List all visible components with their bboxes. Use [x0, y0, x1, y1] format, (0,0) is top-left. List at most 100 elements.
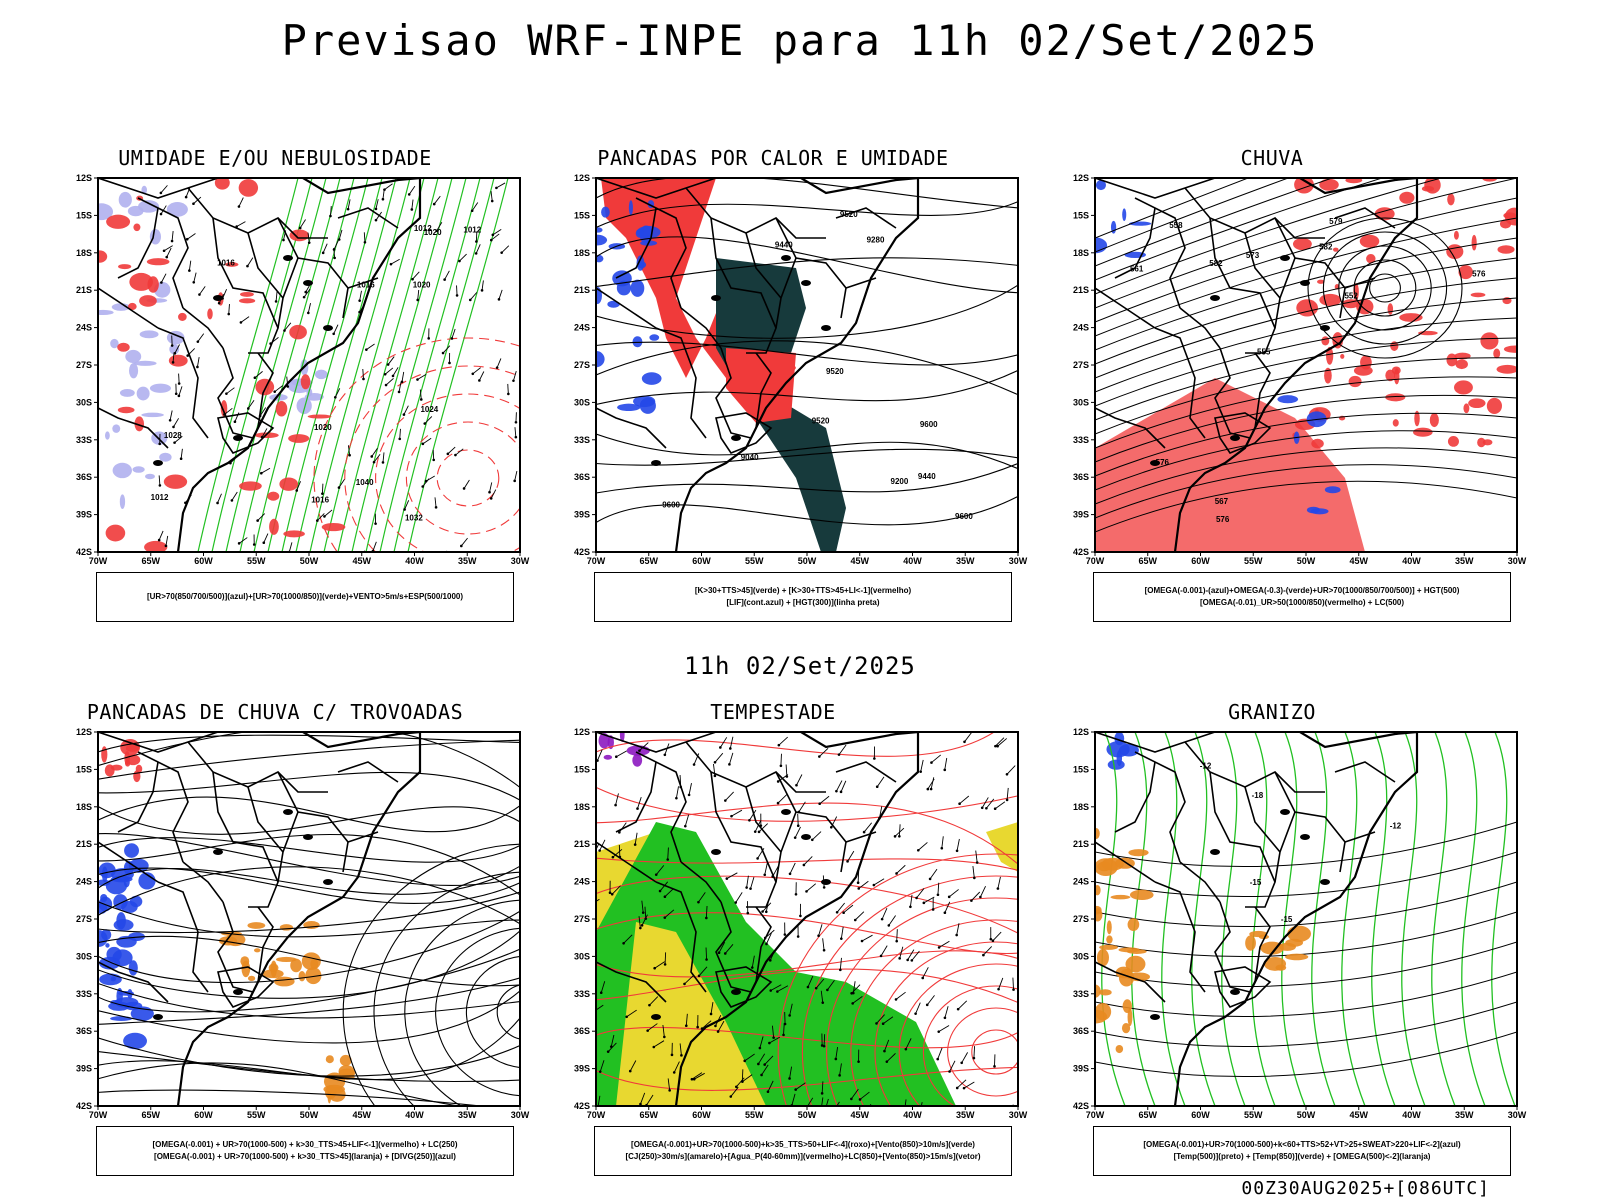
wind-vector: [199, 286, 206, 295]
wind-vector-head: [850, 991, 853, 995]
panel-legend: [OMEGA(-0.001)-(azul)+OMEGA(-0.3)-(verde…: [1093, 572, 1511, 622]
wind-vector: [907, 949, 915, 961]
wind-vector-head: [358, 310, 361, 314]
streamline: [98, 833, 520, 896]
coastline: [1173, 732, 1419, 1106]
wind-vector: [456, 285, 458, 296]
wind-vector: [911, 950, 920, 961]
wind-vector: [607, 1042, 617, 1052]
state-border: [755, 352, 772, 429]
wind-vector-head: [188, 269, 191, 272]
wind-vector-head: [956, 1007, 960, 1011]
contour-label: 552: [1344, 292, 1358, 301]
humidity-area: [138, 200, 160, 213]
divergence-area: [128, 960, 138, 976]
contour-label: 9040: [741, 453, 759, 462]
forecast-date-label: 11h 02/Set/2025: [684, 652, 916, 680]
state-border: [1134, 197, 1186, 309]
hail-area: [1107, 759, 1125, 770]
streamline: [98, 1062, 463, 1106]
wind-vector-head: [883, 1049, 886, 1053]
state-border: [715, 412, 773, 454]
wind-vector: [247, 400, 255, 409]
streamline: [596, 875, 1018, 934]
wind-vector: [778, 736, 788, 746]
wind-vector-head: [818, 802, 821, 806]
wind-vector-head: [806, 985, 810, 989]
lake-marker: [781, 809, 791, 815]
wind-vector: [710, 1002, 714, 1015]
streamline: [596, 968, 1018, 1004]
wind-vector-head: [239, 321, 243, 324]
wind-vector: [638, 916, 641, 929]
height-contour: [1095, 464, 1517, 519]
wind-vector-head: [729, 747, 732, 750]
wind-vector-head: [1012, 988, 1015, 991]
wind-vector: [382, 452, 385, 463]
wind-vector: [616, 750, 627, 758]
rain-area: [1319, 293, 1342, 306]
convection-area: [240, 956, 250, 967]
wind-vector-head: [184, 195, 188, 199]
state-border: [347, 831, 379, 843]
wind-vector: [373, 453, 381, 463]
wind-vector: [895, 991, 906, 1000]
streamline: [98, 948, 520, 1013]
state-border: [655, 881, 707, 993]
wind-vector: [735, 1077, 745, 1088]
wind-vector-head: [875, 1022, 878, 1025]
wind-vector-head: [196, 340, 200, 343]
contour-label: -15: [1250, 878, 1262, 887]
lon-tick-label: 50W: [1297, 556, 1316, 566]
wind-vector: [705, 905, 708, 918]
thickness-marker: [106, 214, 131, 229]
wind-vector-head: [873, 757, 876, 760]
wind-vector: [863, 822, 873, 833]
wind-vector-head: [943, 911, 947, 915]
wind-vector: [986, 798, 995, 809]
wind-vector-head: [826, 988, 829, 992]
lat-tick-label: 39S: [1073, 1064, 1089, 1074]
wind-vector: [971, 891, 981, 901]
wind-vector-head: [837, 753, 841, 756]
thickness-marker: [300, 374, 311, 390]
rain-area: [1356, 298, 1374, 315]
wind-vector: [909, 894, 913, 907]
wind-vector-head: [460, 544, 463, 548]
wind-vector-head: [618, 831, 621, 834]
state-border: [596, 287, 657, 329]
contour-label: 9520: [840, 210, 858, 219]
wind-vector: [798, 801, 806, 813]
lat-tick-label: 15S: [1073, 764, 1089, 774]
lat-tick-label: 30S: [1073, 951, 1089, 961]
wind-vector-head: [895, 939, 899, 943]
wind-vector: [983, 946, 993, 956]
lat-tick-label: 12S: [76, 173, 92, 183]
state-border: [1184, 187, 1325, 239]
thickness-marker: [269, 518, 279, 535]
panel-title: CHUVA: [1240, 146, 1304, 170]
wind-vector-head: [407, 193, 411, 196]
height-contour: [1095, 277, 1517, 379]
wind-vector-head: [432, 202, 436, 206]
streamline: [596, 950, 1018, 978]
rain-area: [1429, 413, 1439, 428]
wind-vector: [384, 367, 394, 375]
wind-vector-head: [921, 976, 925, 980]
convection-area: [305, 967, 322, 985]
wind-vector: [827, 980, 835, 991]
wind-vector: [639, 742, 649, 751]
lake-marker: [283, 255, 293, 261]
wind-vector: [944, 1006, 949, 1018]
omega-area: [1095, 885, 1101, 896]
wind-vector-head: [930, 761, 933, 764]
wind-vector: [886, 1053, 896, 1063]
wind-vector: [166, 247, 172, 258]
contour-label: 582: [1319, 243, 1333, 252]
contour-label: 9520: [812, 416, 830, 425]
height-contour: [1095, 430, 1517, 491]
wind-vector: [612, 848, 623, 858]
rain-area: [1414, 410, 1420, 427]
wind-vector-head: [663, 1035, 666, 1039]
wind-vector: [392, 367, 399, 377]
